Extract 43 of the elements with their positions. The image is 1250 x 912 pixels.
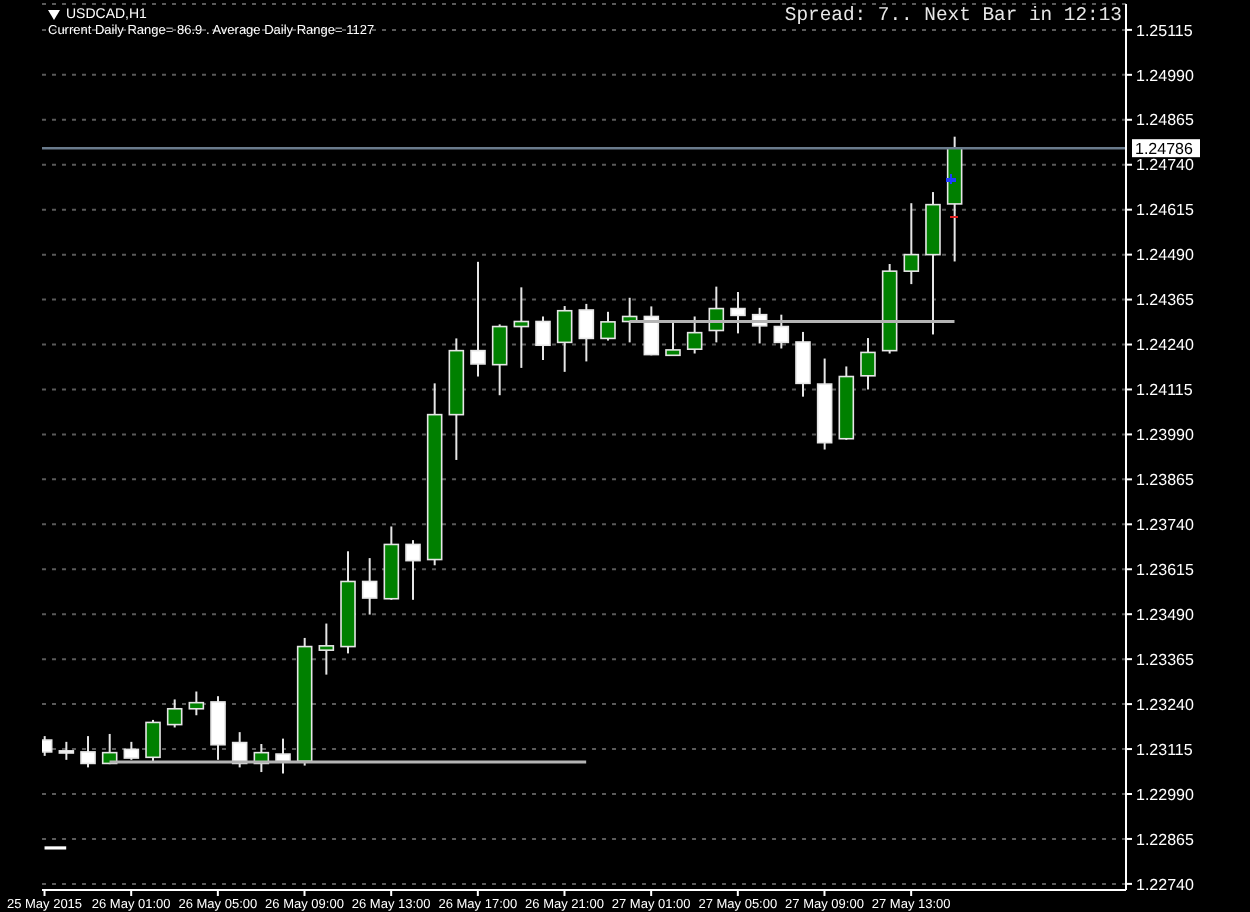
y-tick-label: 1.23865 — [1136, 471, 1195, 490]
candlestick — [665, 320, 681, 358]
candlestick — [686, 315, 703, 355]
y-tick-label: 1.23365 — [1136, 650, 1195, 669]
y-tick-label: 1.24115 — [1136, 381, 1194, 400]
candlestick — [188, 690, 205, 717]
candlestick — [773, 313, 790, 350]
candlestick — [578, 302, 595, 363]
candlestick — [80, 735, 96, 769]
candlestick — [166, 698, 183, 729]
y-tick-label: 1.24990 — [1136, 66, 1195, 85]
candlestick — [145, 718, 161, 763]
y-tick-label: 1.23490 — [1136, 605, 1195, 624]
ref-line-label: 1.24786 — [1135, 139, 1194, 158]
candlestick — [210, 695, 226, 761]
candlestick — [361, 557, 378, 616]
y-tick-label: 1.24240 — [1136, 336, 1195, 355]
candlestick — [535, 315, 551, 361]
y-tick-label: 1.24740 — [1136, 156, 1195, 175]
y-tick-label: 1.22990 — [1136, 785, 1195, 804]
candlestick — [405, 539, 421, 601]
candlestick — [795, 330, 811, 398]
candlestick — [491, 323, 508, 397]
candlestick — [556, 305, 573, 373]
y-tick-label: 1.24615 — [1136, 201, 1195, 220]
candlestick — [903, 202, 920, 286]
candlestick — [860, 337, 876, 391]
annotation: Spread: 7.. Next Bar in 12:13 — [784, 4, 1122, 28]
y-tick-label: 1.23990 — [1136, 426, 1195, 445]
candlestick — [600, 310, 616, 342]
y-tick-label: 1.24365 — [1136, 291, 1195, 310]
y-tick-label: 1.23240 — [1136, 695, 1195, 714]
y-tick-label: 1.24490 — [1136, 246, 1195, 265]
y-tick-label: 1.23615 — [1136, 560, 1195, 579]
candlestick — [730, 291, 746, 335]
y-tick-label: 1.23115 — [1136, 740, 1194, 759]
y-tick-label: 1.23740 — [1136, 515, 1195, 534]
candlestick — [318, 622, 335, 676]
candlestick — [470, 260, 486, 378]
y-tick-label: 1.24865 — [1136, 111, 1195, 130]
y-tick-label: 1.22865 — [1136, 830, 1195, 849]
y-tick-label: 1.25115 — [1136, 21, 1194, 40]
y-tick-label: 1.22740 — [1136, 875, 1195, 894]
